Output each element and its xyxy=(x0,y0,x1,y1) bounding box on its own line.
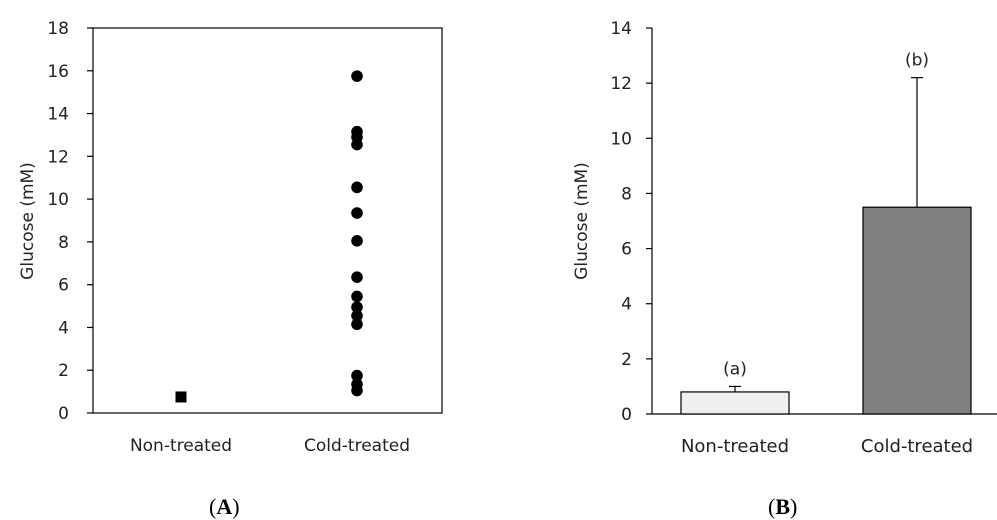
data-point-circle xyxy=(351,271,363,283)
y-axis-label-a: Glucose (mM) xyxy=(18,162,38,280)
y-tick-label-a: 8 xyxy=(58,233,69,253)
data-point-circle xyxy=(351,301,363,313)
y-tick-label-b: 0 xyxy=(621,405,632,425)
y-tick-label-a: 18 xyxy=(47,19,69,39)
data-point-circle xyxy=(351,369,363,382)
data-point-circle xyxy=(351,384,363,397)
panel-letter-b: B xyxy=(775,494,791,519)
data-point-circle xyxy=(351,235,363,247)
y-tick-label-b: 8 xyxy=(621,184,632,204)
x-tick-label-b: Cold-treated xyxy=(861,436,973,457)
data-point-circle xyxy=(351,290,363,303)
y-tick-label-b: 10 xyxy=(610,129,632,149)
y-tick-label-a: 4 xyxy=(58,318,69,338)
data-point-circle xyxy=(351,181,363,194)
x-tick-label-b: Non-treated xyxy=(681,436,789,457)
y-tick-label-b: 4 xyxy=(621,295,632,315)
x-tick-label-a: Non-treated xyxy=(130,436,232,456)
chart-b: 0 2 4 6 8 10 12 14 (a) (b) Non-treated Cold-treat… xyxy=(572,19,997,457)
y-tick-label-a: 2 xyxy=(58,361,69,381)
y-tick-label-a: 12 xyxy=(47,147,69,167)
y-tick-label-a: 16 xyxy=(47,62,69,82)
y-axis-a: 0 2 4 6 8 10 12 14 16 18 xyxy=(47,19,93,424)
scatter-points-a xyxy=(175,70,363,403)
y-tick-label-b: 6 xyxy=(621,240,632,260)
data-point-circle xyxy=(351,207,363,219)
y-tick-label-b: 2 xyxy=(621,350,632,370)
bar-annotation: (b) xyxy=(905,51,929,71)
panel-label-a: (A) xyxy=(209,494,240,519)
y-tick-label-b: 14 xyxy=(610,19,632,39)
bars-b: (a) (b) xyxy=(680,51,972,415)
data-point-square xyxy=(175,391,187,403)
bar-annotation: (a) xyxy=(723,359,747,379)
data-point-circle xyxy=(351,70,363,82)
y-tick-label-a: 10 xyxy=(47,190,69,210)
y-axis-label-b: Glucose (mM) xyxy=(572,162,592,280)
y-tick-label-a: 14 xyxy=(47,105,69,125)
x-axis-a: Non-treated Cold-treated xyxy=(130,436,410,456)
y-axis-b: 0 2 4 6 8 10 12 14 xyxy=(610,19,652,425)
y-tick-label-a: 0 xyxy=(58,404,69,424)
y-tick-label-b: 12 xyxy=(610,74,632,94)
y-tick-label-a: 6 xyxy=(58,276,69,296)
data-point-circle xyxy=(351,138,363,151)
data-point-circle xyxy=(351,309,363,322)
x-tick-label-a: Cold-treated xyxy=(304,436,410,456)
panel-letter-a: A xyxy=(216,494,233,519)
panel-label-b: (B) xyxy=(768,494,798,519)
x-axis-b: Non-treated Cold-treated xyxy=(681,436,973,457)
plot-frame-a xyxy=(92,27,443,414)
data-point-circle xyxy=(351,318,363,331)
bar xyxy=(680,391,790,415)
bar xyxy=(862,206,972,415)
